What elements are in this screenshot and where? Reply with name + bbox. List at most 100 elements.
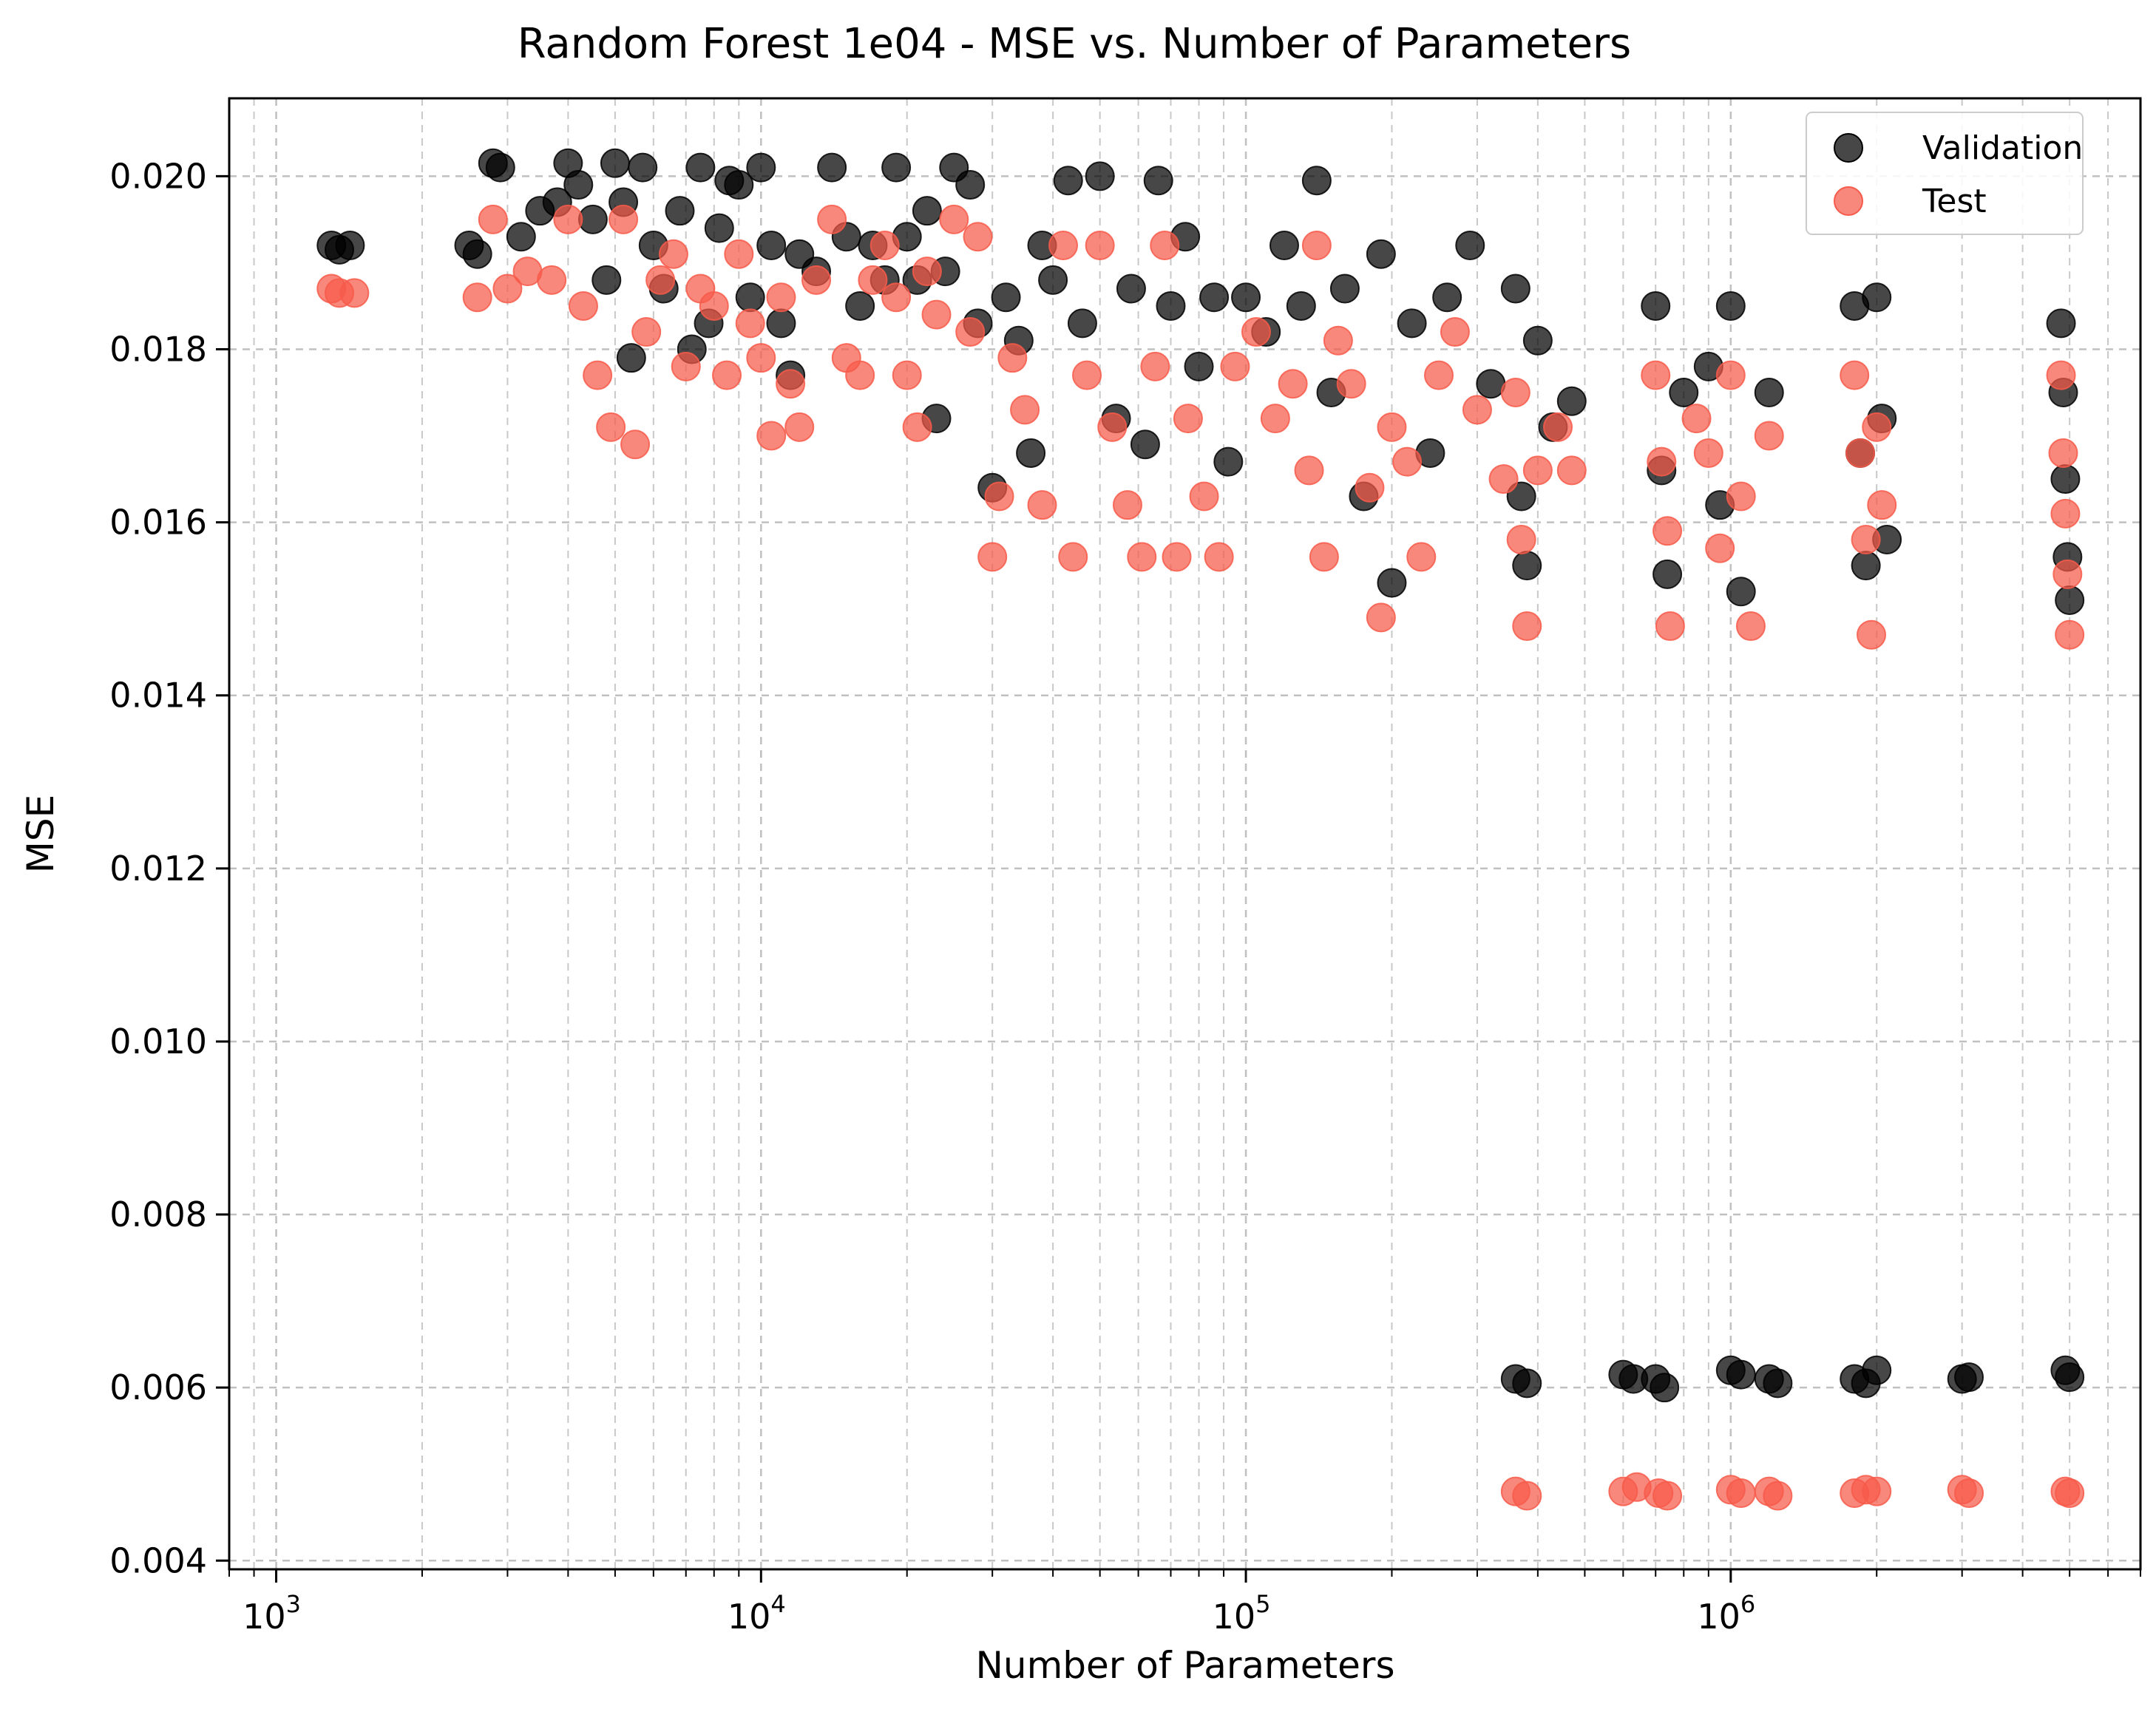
validation-point bbox=[1053, 166, 1083, 196]
validation-point bbox=[665, 196, 695, 226]
test-point bbox=[784, 412, 815, 442]
validation-point bbox=[1231, 282, 1261, 313]
test-point bbox=[766, 282, 796, 313]
validation-point bbox=[600, 148, 630, 178]
test-point bbox=[1162, 542, 1192, 572]
validation-point bbox=[1269, 231, 1299, 260]
validation-point bbox=[756, 231, 787, 260]
test-point bbox=[1512, 611, 1542, 642]
test-point bbox=[568, 291, 598, 321]
test-point bbox=[1681, 404, 1712, 434]
legend-label-validation: Validation bbox=[1922, 129, 2083, 167]
test-point bbox=[1189, 481, 1219, 512]
validation-point bbox=[1085, 161, 1115, 191]
validation-point bbox=[724, 170, 754, 200]
test-point bbox=[1097, 412, 1128, 442]
validation-point bbox=[1754, 378, 1784, 407]
plot-frame bbox=[228, 97, 2142, 1571]
validation-point bbox=[1038, 265, 1068, 295]
test-point bbox=[1655, 611, 1685, 642]
validation-point bbox=[912, 196, 942, 226]
validation-point bbox=[2046, 308, 2076, 339]
test-point bbox=[1867, 490, 1897, 520]
validation-point bbox=[766, 308, 796, 339]
test-point bbox=[1150, 231, 1180, 260]
validation-point bbox=[1650, 1373, 1680, 1403]
test-point bbox=[1857, 619, 1887, 650]
test-point bbox=[1366, 602, 1396, 633]
validation-point bbox=[1143, 166, 1173, 196]
validation-point bbox=[1726, 577, 1756, 607]
validation-point bbox=[1652, 559, 1683, 589]
validation-point bbox=[2050, 464, 2081, 495]
validation-point bbox=[1862, 282, 1892, 313]
test-point bbox=[1241, 317, 1271, 347]
test-point bbox=[1652, 1481, 1683, 1511]
test-point bbox=[1705, 533, 1735, 563]
test-point bbox=[1072, 360, 1102, 390]
legend-box bbox=[1806, 112, 2084, 235]
validation-point bbox=[735, 282, 765, 313]
test-point bbox=[658, 239, 688, 269]
test-point bbox=[1377, 412, 1407, 442]
validation-point bbox=[1016, 438, 1046, 468]
legend-label-test: Test bbox=[1922, 183, 1987, 220]
test-point bbox=[1462, 395, 1492, 425]
test-point bbox=[1543, 412, 1573, 442]
legend: Validation Test bbox=[1806, 112, 2084, 235]
test-point bbox=[1112, 490, 1142, 520]
validation-point bbox=[1286, 291, 1316, 321]
test-point bbox=[963, 222, 993, 252]
validation-point bbox=[1329, 273, 1360, 304]
test-point bbox=[2052, 559, 2083, 589]
test-point bbox=[1336, 369, 1366, 399]
x-tick-label: 105 bbox=[1213, 1590, 1271, 1637]
test-point bbox=[645, 265, 676, 295]
test-point bbox=[1652, 516, 1683, 546]
test-point bbox=[735, 308, 765, 339]
test-point bbox=[1309, 542, 1339, 572]
validation-point bbox=[591, 265, 622, 295]
validation-point bbox=[1500, 273, 1530, 304]
validation-point bbox=[1397, 308, 1427, 339]
test-point bbox=[1647, 446, 1677, 477]
validation-point bbox=[1476, 369, 1506, 399]
test-point bbox=[1278, 369, 1308, 399]
validation-point bbox=[1130, 429, 1160, 460]
validation-point bbox=[563, 170, 594, 200]
test-point bbox=[1754, 421, 1784, 451]
grid bbox=[228, 98, 2141, 1569]
test-point bbox=[537, 265, 567, 295]
test-point bbox=[746, 343, 776, 373]
test-point bbox=[1512, 1481, 1542, 1511]
test-point bbox=[596, 412, 626, 442]
test-point bbox=[1845, 438, 1876, 468]
validation-point bbox=[1116, 273, 1146, 304]
validation-point bbox=[1506, 481, 1536, 512]
test-point bbox=[892, 360, 922, 390]
test-point bbox=[1294, 455, 1324, 486]
validation-point bbox=[746, 152, 776, 183]
y-tick-label: 0.018 bbox=[109, 329, 207, 369]
legend-marker-validation bbox=[1834, 133, 1863, 163]
test-point bbox=[1127, 542, 1157, 572]
validation-point bbox=[1067, 308, 1097, 339]
validation-point bbox=[1641, 291, 1671, 321]
validation-point bbox=[881, 152, 912, 183]
test-point bbox=[1204, 542, 1234, 572]
validation-point bbox=[1669, 378, 1699, 407]
test-point bbox=[1140, 351, 1170, 381]
test-point bbox=[817, 204, 847, 234]
test-point bbox=[1862, 1476, 1892, 1506]
test-point bbox=[1641, 360, 1671, 390]
test-point bbox=[881, 282, 912, 313]
y-tick-label: 0.010 bbox=[109, 1022, 207, 1061]
validation-point bbox=[506, 222, 536, 252]
test-point bbox=[1323, 325, 1353, 356]
validation-point bbox=[1184, 351, 1214, 381]
validation-point bbox=[2055, 585, 2085, 615]
test-point bbox=[1556, 455, 1587, 486]
test-point bbox=[699, 291, 729, 321]
validation-point bbox=[1954, 1362, 1984, 1393]
test-point bbox=[921, 299, 952, 330]
